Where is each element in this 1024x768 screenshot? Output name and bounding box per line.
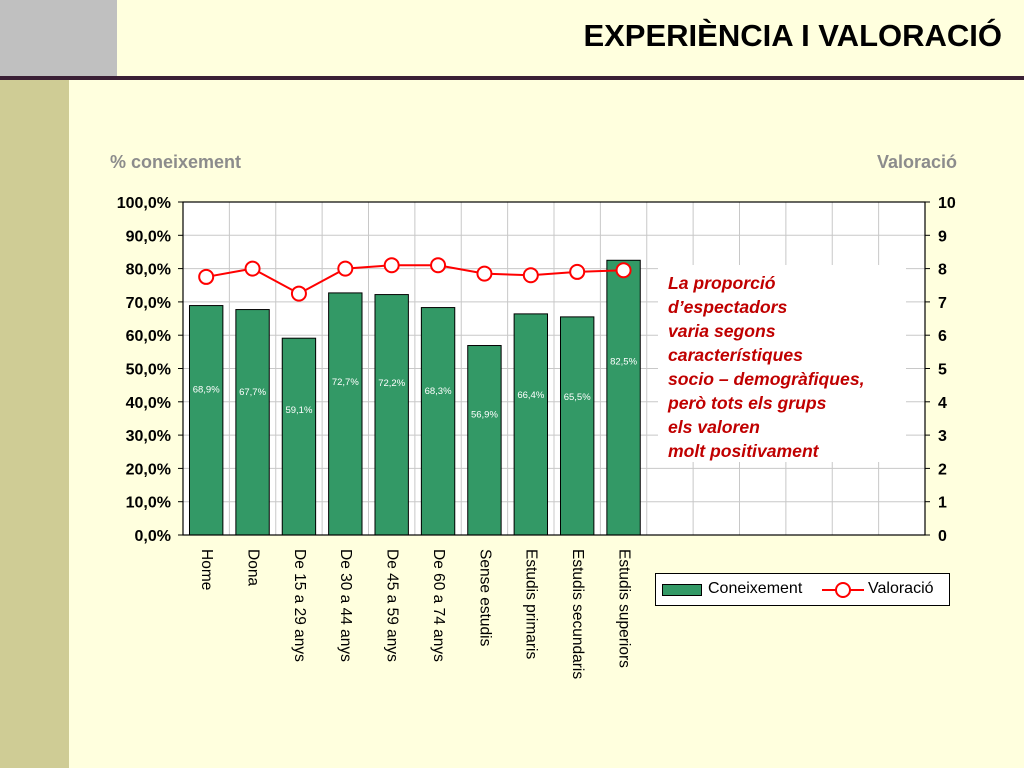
bar-data-label: 82,5% [610,357,637,368]
left-axis-tick-label: 80,0% [126,262,171,279]
right-axis-tick-label: 1 [938,495,947,512]
right-axis-tick-label: 0 [938,528,947,545]
valoracio-point [337,260,354,277]
annotation-line: els valoren [668,417,760,437]
right-axis-tick-label: 4 [938,395,947,412]
left-axis-title: % coneixement [110,152,242,172]
corner-block [0,0,117,76]
left-axis-tick-label: 100,0% [117,195,171,212]
left-axis-tick-label: 40,0% [126,395,171,412]
bar [559,316,595,536]
bar [281,337,317,536]
chart-legend: Coneixement Valoració [655,573,950,606]
valoracio-point [244,260,261,277]
category-tick-label: Estudis superiors [615,549,632,668]
valoracio-point [615,262,632,279]
annotation-line: característiques [668,345,803,365]
bar [235,309,270,536]
legend-label-coneixement: Coneixement [708,580,803,597]
bar [513,313,549,536]
valoracio-point [383,257,400,274]
right-axis-tick-label: 2 [938,461,947,478]
bar-data-label: 66,4% [517,390,544,401]
bar-data-label: 56,9% [471,410,498,421]
legend-bar-swatch [662,584,702,596]
valoracio-point [198,268,215,285]
valoracio-point [522,267,539,284]
category-tick-label: De 60 a 74 anys [430,549,447,662]
valoracio-point [569,263,586,280]
left-axis-tick-label: 60,0% [126,328,171,345]
bar [467,345,502,536]
category-tick-label: De 30 a 44 anys [337,549,354,662]
annotation-line: però tots els grups [668,393,827,413]
category-tick-label: De 45 a 59 anys [384,549,401,662]
annotation-line: socio – demogràfiques, [668,369,865,389]
right-axis-tick-label: 8 [938,262,947,279]
legend-line-swatch [822,582,864,598]
annotation-line: La proporció [668,273,776,293]
bar [606,259,641,536]
left-axis-tick-label: 0,0% [135,528,171,545]
right-axis-tick-label: 9 [938,228,947,245]
right-axis-tick-label: 5 [938,362,947,379]
left-decorative-band [0,0,69,768]
category-tick-label: Dona [244,549,261,586]
annotation-line: d’espectadors [668,297,788,317]
left-axis-tick-label: 70,0% [126,295,171,312]
left-axis-tick-label: 90,0% [126,228,171,245]
bar-data-label: 59,1% [285,405,312,416]
left-axis-tick-label: 20,0% [126,461,171,478]
bar [328,292,363,536]
right-axis-tick-label: 3 [938,428,947,445]
header-divider [0,76,1024,80]
annotation-box: La proporció d’espectadors varia segons car… [658,265,906,462]
valoracio-point [290,285,307,302]
bar-data-label: 68,3% [425,386,452,397]
annotation-line: molt positivament [668,441,819,461]
bar-data-label: 68,9% [193,385,220,396]
bar [420,307,456,536]
category-tick-label: Estudis primaris [523,549,540,659]
annotation-line: varia segons [668,321,776,341]
left-axis-tick-label: 10,0% [126,495,171,512]
category-tick-label: Sense estudis [476,549,493,647]
bar-data-label: 67,7% [239,387,266,398]
bar-data-label: 72,2% [378,378,405,389]
right-axis-tick-label: 7 [938,295,947,312]
left-axis-tick-label: 30,0% [126,428,171,445]
valoracio-line [206,264,624,295]
right-axis-tick-label: 10 [938,195,956,212]
bar [374,294,409,536]
bar [188,305,224,536]
valoracio-point [430,257,447,274]
category-tick-label: Estudis secundaris [569,549,586,679]
valoracio-point [476,265,493,282]
page-title: EXPERIÈNCIA I VALORACIÓ [583,18,1002,53]
left-axis-tick-label: 50,0% [126,362,171,379]
category-tick-label: De 15 a 29 anys [291,549,308,662]
right-axis-tick-label: 6 [938,328,947,345]
right-axis-title: Valoració [876,152,957,172]
legend-label-valoracio: Valoració [868,580,934,597]
category-tick-label: Home [198,549,215,590]
bar-data-label: 72,7% [332,377,359,388]
bar-data-label: 65,5% [564,392,591,403]
